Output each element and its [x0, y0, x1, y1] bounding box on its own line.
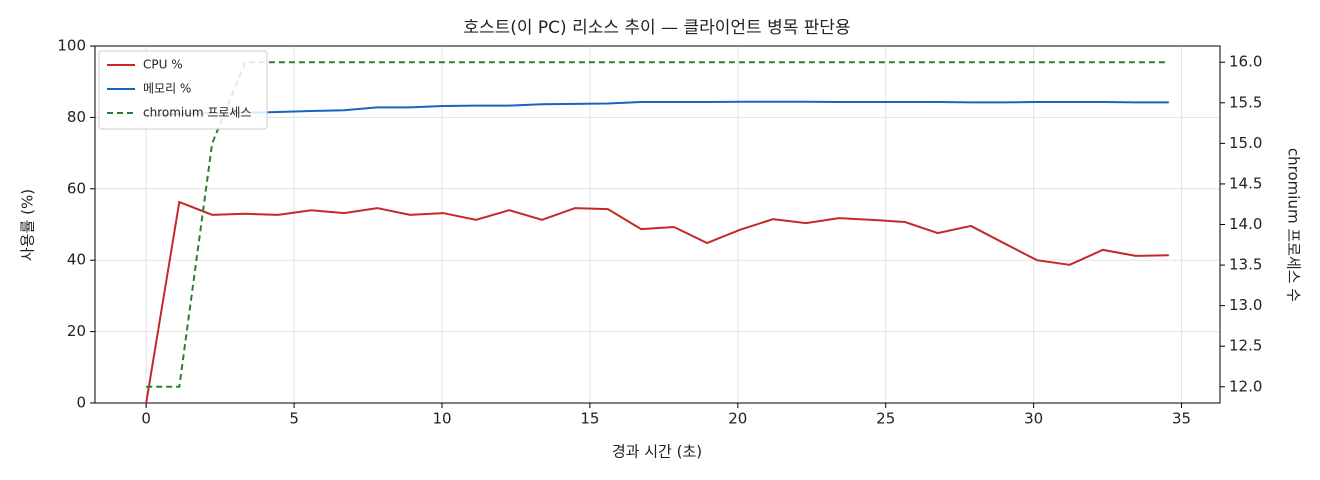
chart-title: 호스트(이 PC) 리소스 추이 — 클라이언트 병목 판단용 [463, 18, 850, 38]
y2-tick-label: 15.5 [1229, 93, 1262, 111]
y2-tick-label: 12.0 [1229, 377, 1262, 395]
y2-tick-label: 14.5 [1229, 174, 1262, 192]
x-tick-label: 15 [580, 410, 599, 428]
y2-tick-label: 12.5 [1229, 337, 1262, 355]
series-line [145, 200, 1169, 404]
x-tick-label: 0 [141, 410, 151, 428]
y2-tick-label: 13.0 [1229, 296, 1262, 314]
y-tick-label: 20 [67, 322, 86, 340]
x-tick-label: 30 [1024, 410, 1043, 428]
x-tick-label: 35 [1172, 410, 1191, 428]
y2-tick-label: 15.0 [1229, 134, 1262, 152]
y-tick-label: 40 [67, 251, 86, 269]
legend-box [98, 50, 268, 130]
plot-frame [94, 45, 1221, 404]
y2-tick-label: 14.0 [1229, 215, 1262, 233]
legend-label: CPU % [143, 58, 183, 72]
y2-tick-label: 13.5 [1229, 256, 1262, 274]
legend-label: chromium 프로세스 [143, 106, 252, 120]
x-tick-label: 20 [728, 410, 747, 428]
y-tick-label: 100 [57, 37, 86, 55]
x-axis-label: 경과 시간 (초) [612, 443, 702, 461]
y-axis-label: 사용률 (%) [19, 189, 37, 261]
x-tick-label: 25 [876, 410, 895, 428]
y-tick-label: 0 [76, 394, 86, 412]
y2-tick-label: 16.0 [1229, 53, 1262, 71]
legend-label: 메모리 % [143, 82, 191, 96]
series-line [146, 100, 1169, 117]
y2-axis-label: chromium 프로세스 수 [1285, 148, 1303, 302]
x-tick-label: 10 [432, 410, 451, 428]
y-tick-label: 80 [67, 108, 86, 126]
x-tick-label: 5 [289, 410, 299, 428]
y-tick-label: 60 [67, 179, 86, 197]
